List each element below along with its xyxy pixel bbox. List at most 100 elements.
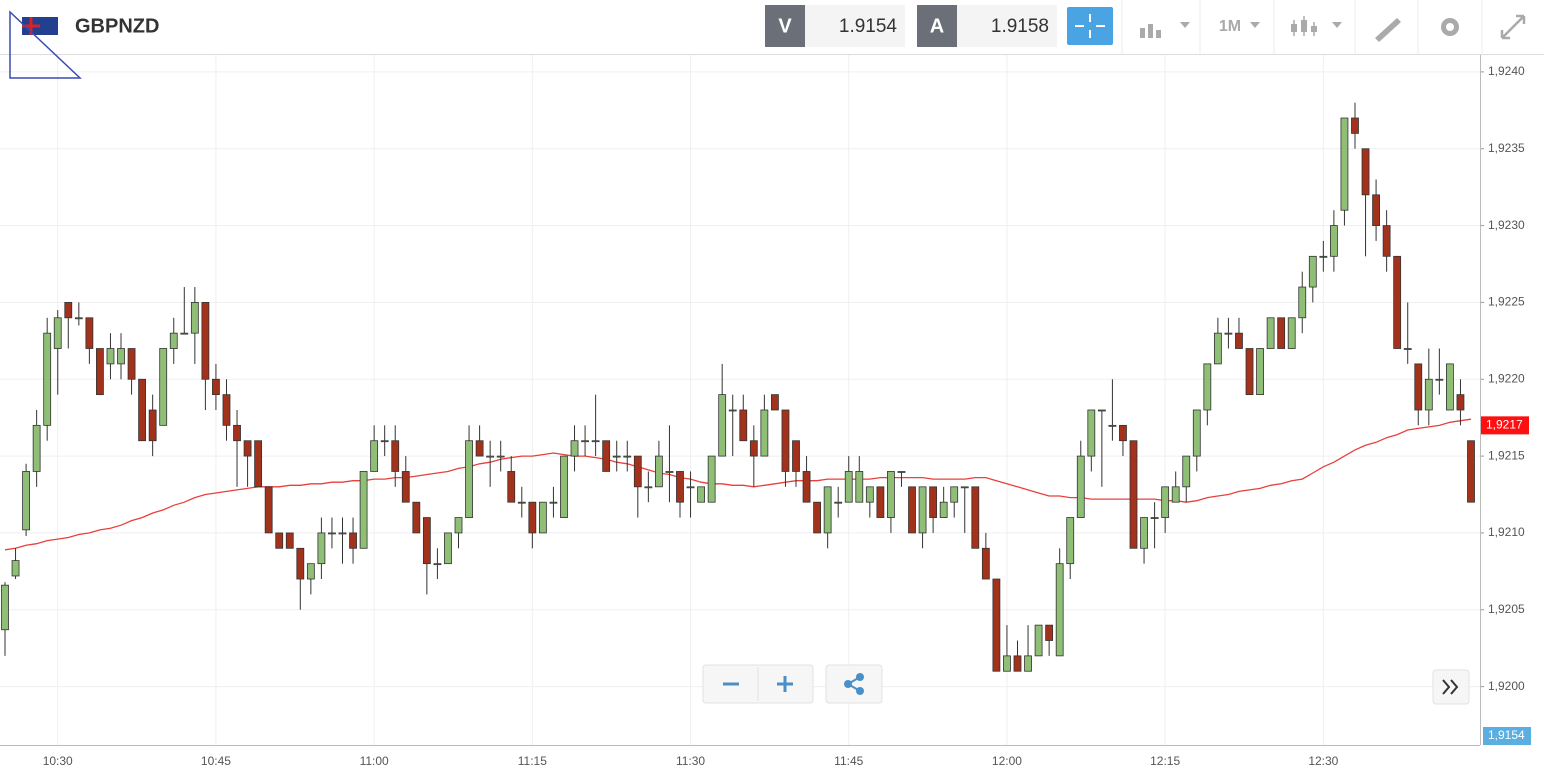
candle-body [233, 424, 241, 442]
ask-tag-box[interactable] [917, 5, 957, 47]
candle-body [834, 501, 843, 504]
symbol: GBPNZD [75, 15, 159, 37]
y-tick-label: 1,9240 [1488, 64, 1525, 78]
candle-body [1013, 655, 1022, 672]
candle-body [349, 532, 357, 549]
candle-body [1066, 517, 1075, 565]
candle-body [85, 317, 94, 349]
zoom-in[interactable] [777, 676, 793, 692]
candle-body [1361, 148, 1370, 196]
share-button[interactable] [825, 664, 883, 704]
candle-body [1119, 424, 1127, 442]
candle-body [1182, 455, 1191, 488]
y-tick-label: 1,9230 [1488, 218, 1525, 232]
x-tick-label: 12:15 [1150, 754, 1180, 768]
candle-body [1424, 378, 1433, 411]
candle-body [1382, 225, 1391, 257]
candle-body [53, 317, 62, 349]
candle-body [1171, 486, 1180, 503]
candle-body [581, 440, 589, 443]
candle-body [549, 501, 558, 504]
candle-body [1076, 455, 1085, 518]
candle-body [591, 440, 600, 443]
candle-body [1087, 409, 1096, 457]
candle-body [950, 486, 959, 503]
bid-box[interactable] [805, 5, 905, 47]
candle-body [971, 486, 980, 549]
candle-body [433, 563, 442, 566]
candle-body [1372, 194, 1380, 226]
candle-body [781, 409, 790, 472]
candle-body [507, 471, 516, 503]
bid-tag-box[interactable] [765, 5, 805, 47]
candle-body [981, 547, 990, 580]
candle-body [43, 332, 52, 426]
candle-body [190, 302, 199, 334]
candle-body [918, 486, 927, 534]
candle-body [317, 532, 326, 565]
candle-body [728, 409, 737, 412]
ask-box[interactable] [957, 5, 1057, 47]
expand-icon[interactable] [1500, 14, 1526, 40]
candle-body [1456, 394, 1465, 411]
candle-body [1108, 424, 1117, 427]
candle-body [960, 486, 969, 489]
candle-body [538, 501, 547, 534]
candle-body [1003, 655, 1011, 672]
x-tick-label: 11:30 [676, 754, 705, 768]
candle-body [1034, 624, 1043, 657]
x-tick-label: 10:45 [201, 754, 231, 768]
crosshair-button[interactable] [1067, 7, 1113, 45]
candle-body [496, 455, 505, 458]
candle-body [792, 440, 800, 472]
candle-body [201, 302, 210, 380]
candle-body [908, 486, 916, 534]
candle-body [802, 471, 811, 503]
candle-body [676, 471, 684, 503]
y-tick-label: 1,9210 [1488, 525, 1525, 539]
candle-body [222, 394, 231, 426]
candle-body [1245, 348, 1254, 396]
candle-body [1414, 363, 1423, 411]
candle-body [939, 501, 948, 518]
chart-type-icon[interactable] [1140, 24, 1161, 38]
candle-body [370, 440, 379, 472]
candle-body [1161, 486, 1170, 518]
candle-body [813, 501, 822, 534]
candle-body [528, 501, 537, 534]
candle-body [106, 348, 115, 365]
last-price-box [1481, 416, 1529, 435]
x-tick-label: 11:15 [518, 754, 547, 768]
candle-body [749, 440, 758, 457]
candle-body [1393, 255, 1402, 349]
candle-body [665, 471, 674, 473]
candle-body [1298, 286, 1307, 319]
candle-body [1055, 563, 1064, 657]
candle-body [22, 471, 30, 531]
candle-body [844, 471, 853, 503]
candle-body [602, 440, 611, 472]
candle-body [212, 378, 220, 396]
candle-body [623, 455, 632, 458]
candle-body [1329, 225, 1338, 257]
candle-body [1045, 624, 1054, 641]
draw-icon[interactable] [1375, 18, 1401, 42]
candle-body [771, 394, 779, 411]
candle-body [1277, 317, 1286, 349]
candle-icon[interactable] [1291, 20, 1317, 32]
plot-area: 1,9200 1,9205 1,9210 1,9215 1,9220 1,9225 1,92… [0, 55, 1531, 768]
candle-body [855, 471, 864, 503]
x-tick-label: 12:30 [1308, 754, 1338, 768]
drawing-triangle [9, 10, 82, 79]
timeframe[interactable]: 1M [1219, 18, 1241, 35]
candle-body [1129, 440, 1138, 549]
candle-body [686, 486, 695, 489]
candle-body [475, 440, 484, 457]
candle-body [444, 532, 452, 565]
y-tick-label: 1,9200 [1488, 679, 1525, 693]
candle-body [1203, 363, 1212, 411]
scroll-end-button[interactable] [1432, 669, 1470, 705]
candle-body [391, 440, 400, 472]
